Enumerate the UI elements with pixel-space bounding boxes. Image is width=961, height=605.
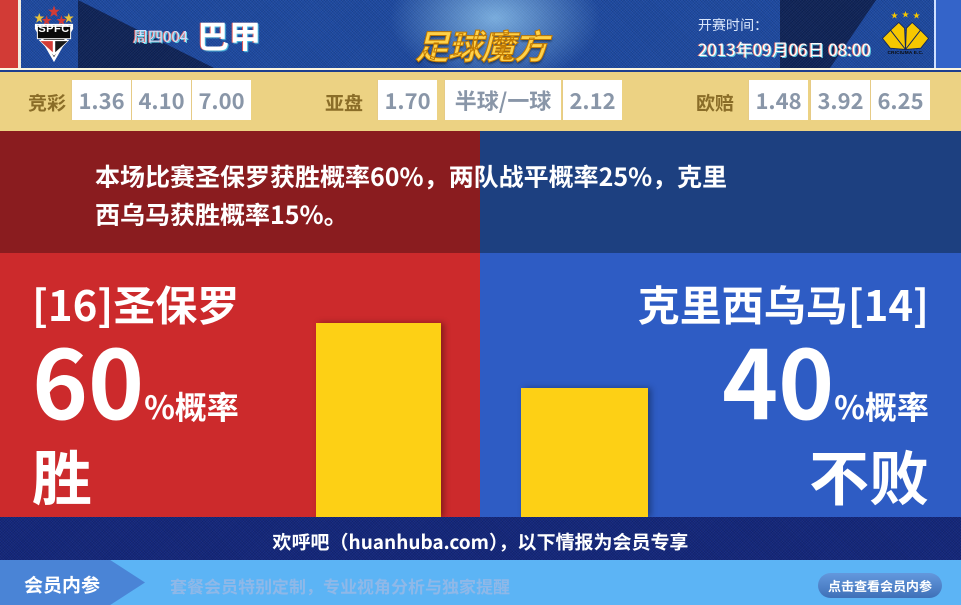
svg-text:CRICIUMA E.C.: CRICIUMA E.C. xyxy=(887,50,923,55)
